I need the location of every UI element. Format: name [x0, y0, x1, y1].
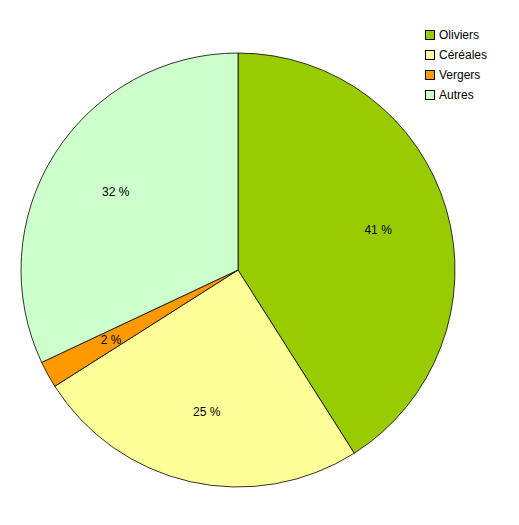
svg-text:2 %: 2 % [101, 333, 122, 347]
svg-text:25 %: 25 % [193, 405, 221, 419]
html-text:Autres: Autres [439, 88, 474, 102]
html-text:Oliviers: Oliviers [439, 28, 479, 42]
html-text:Vergers: Vergers [439, 68, 481, 82]
svg-text:41 %: 41 % [364, 223, 392, 237]
html-text:Céréales: Céréales [439, 48, 487, 62]
svg-text:32 %: 32 % [102, 185, 130, 199]
